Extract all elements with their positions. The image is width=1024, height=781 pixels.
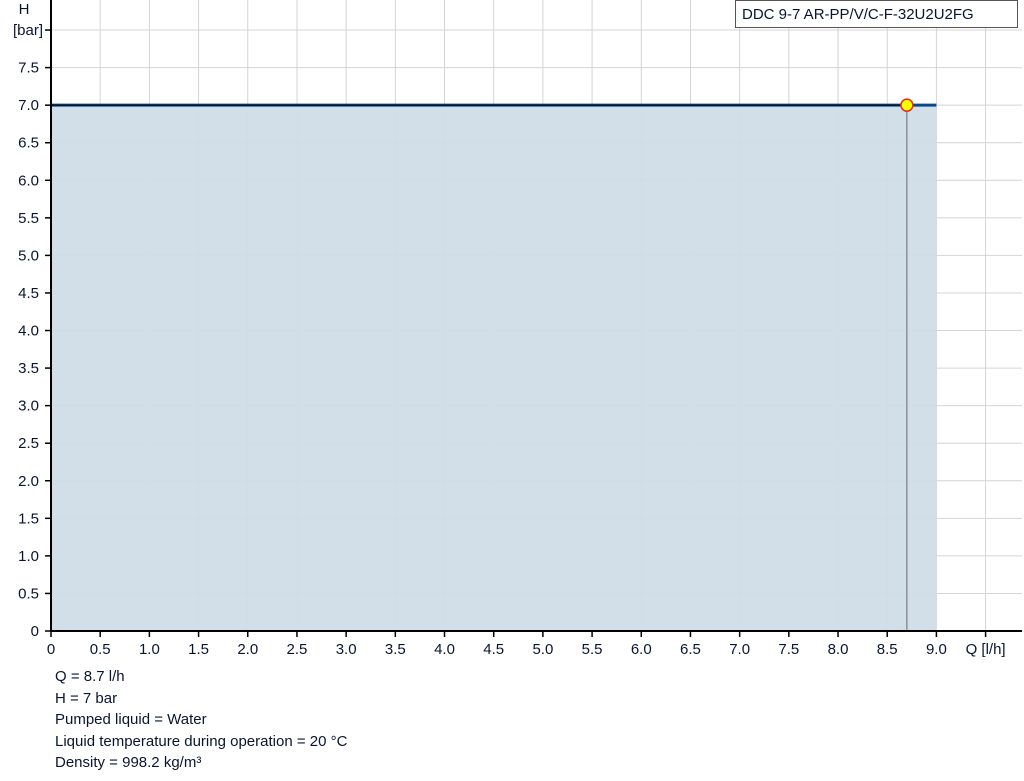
y-tick-label: 6.5 <box>18 135 39 152</box>
pump-curve-chart: 0 0.5 1.0 1.5 2.0 2.5 3.0 3.5 4.0 4.5 5.0 5.5 6.0 6.5… <box>13 0 1022 658</box>
x-tick-label: 0 <box>47 641 55 658</box>
y-tick-label: 4.5 <box>18 285 39 302</box>
x-tick-label: 9.0 <box>926 641 947 658</box>
x-tick-label: 5.5 <box>582 641 603 658</box>
curve-area <box>51 105 937 631</box>
y-tick-label: 1.0 <box>18 548 39 565</box>
y-tick-label: 3.5 <box>18 360 39 377</box>
x-tick-label: 6.0 <box>631 641 652 658</box>
x-tick-label: 4.0 <box>434 641 455 658</box>
x-tick-label: 4.5 <box>483 641 504 658</box>
y-tick-label: 6.0 <box>18 172 39 189</box>
x-axis-label: Q [l/h] <box>966 641 1006 658</box>
info-liquid: Pumped liquid = Water <box>55 711 207 728</box>
info-density: Density = 998.2 kg/m³ <box>55 754 202 771</box>
x-tick-label: 3.5 <box>385 641 406 658</box>
y-tick-label: 5.0 <box>18 247 39 264</box>
info-temperature: Liquid temperature during operation = 20… <box>55 732 348 750</box>
operating-point-marker <box>900 98 914 112</box>
x-tick-label: 7.5 <box>778 641 799 658</box>
y-axis-unit: [bar] <box>13 22 43 39</box>
x-tick-label: 3.0 <box>336 641 357 658</box>
x-tick-label: 0.5 <box>90 641 111 658</box>
y-tick-label: 2.0 <box>18 473 39 490</box>
y-tick-label: 4.0 <box>18 323 39 340</box>
x-tick-label: 8.0 <box>828 641 849 658</box>
y-tick-label: 5.5 <box>18 210 39 227</box>
x-tick-label: 1.5 <box>188 641 209 658</box>
y-tick-label: 1.5 <box>18 510 39 527</box>
x-tick-label: 5.0 <box>532 641 553 658</box>
y-tick-label: 2.5 <box>18 435 39 452</box>
x-tick-label: 6.5 <box>680 641 701 658</box>
x-tick-label: 2.5 <box>287 641 308 658</box>
x-tick-label: 1.0 <box>139 641 160 658</box>
y-tick-label: 7.5 <box>18 60 39 77</box>
y-tick-label: 7.0 <box>18 97 39 114</box>
x-tick-label: 8.5 <box>877 641 898 658</box>
legend-product-name: DDC 9-7 AR-PP/V/C-F-32U2U2FG <box>735 0 1018 28</box>
x-tick-label: 2.0 <box>237 641 258 658</box>
info-head: H = 7 bar <box>55 689 118 707</box>
x-tick-label: 7.0 <box>729 641 750 658</box>
y-tick-label: 3.0 <box>18 398 39 415</box>
y-axis-label: H <box>19 1 30 18</box>
info-flow: Q = 8.7 l/h <box>55 668 125 685</box>
operating-info: Q = 8.7 l/h H = 7 bar Pumped liquid = Wa… <box>55 666 347 774</box>
y-tick-label: 0 <box>31 623 39 640</box>
y-tick-label: 0.5 <box>18 585 39 602</box>
